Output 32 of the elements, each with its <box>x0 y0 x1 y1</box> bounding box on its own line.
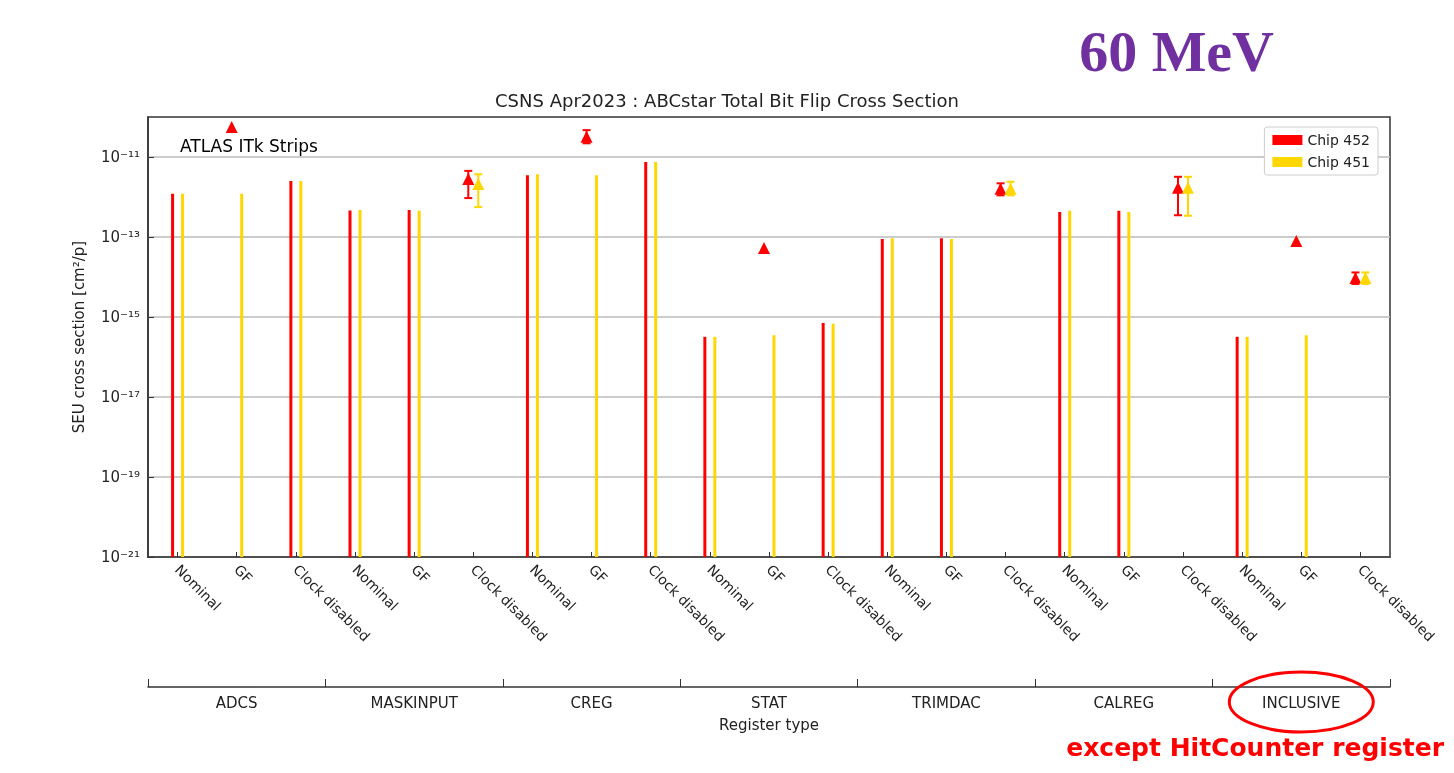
x-tick-label: GF <box>1295 561 1321 587</box>
x-tick-label: GF <box>940 561 966 587</box>
y-axis-title: SEU cross section [cm²/p] <box>69 240 88 434</box>
point <box>462 173 475 186</box>
y-tick-label: 10⁻¹⁹ <box>100 468 140 486</box>
text: MASKINPUT <box>370 693 459 712</box>
x-axis-title: Register type <box>718 715 820 734</box>
text: STAT <box>751 693 788 712</box>
text: except HitCounter register <box>1066 733 1445 762</box>
point <box>225 121 238 134</box>
chart-title: CSNS Apr2023 : ABCstar Total Bit Flip Cross Section <box>495 89 959 111</box>
text: ADCS <box>215 693 258 712</box>
x-tick-label: GF <box>231 561 256 587</box>
x-tick-label: GF <box>763 561 789 587</box>
y-tick-label: 10⁻¹¹ <box>100 148 140 166</box>
y-tick-label: 10⁻¹⁵ <box>100 308 140 326</box>
x-tick-label: GF <box>585 561 611 587</box>
text: CREG <box>570 693 613 712</box>
y-tick-label: 10⁻¹⁷ <box>100 388 140 406</box>
y-tick-label: 10⁻¹³ <box>100 228 140 246</box>
legend-label: Chip 451 <box>1307 154 1371 170</box>
text: 60 MeV <box>1079 18 1275 84</box>
x-tick-label: GF <box>1118 561 1143 587</box>
y-tick-label: 10⁻²¹ <box>100 548 140 566</box>
point <box>1290 235 1303 248</box>
point <box>758 242 770 255</box>
x-tick-label: GF <box>408 561 434 587</box>
text: CALREG <box>1093 693 1155 712</box>
text: INCLUSIVE <box>1262 693 1341 712</box>
text: TRIMDAC <box>911 693 981 712</box>
annotation: ATLAS ITk Strips <box>180 135 318 156</box>
legend-label: Chip 452 <box>1307 132 1371 148</box>
